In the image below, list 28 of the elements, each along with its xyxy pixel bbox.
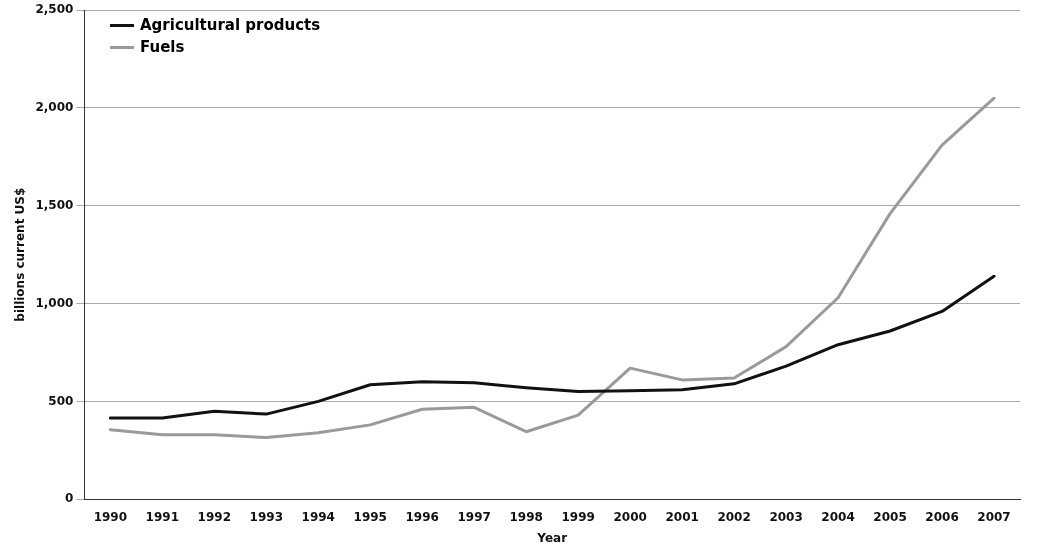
x-tick-label: 2004 [821,509,855,524]
y-tick-label: 500 [48,393,74,408]
x-tick-label: 1992 [197,509,232,524]
x-tick-label: 2005 [873,509,907,524]
x-tick-label: 1996 [405,509,439,524]
y-axis-title: billions current US$ [13,187,28,322]
y-tick-label: 1,500 [35,197,74,212]
x-tick-label: 1995 [353,509,387,524]
x-tick-label: 1991 [145,509,180,524]
x-tick-label: 2007 [977,509,1011,524]
x-tick-label: 2002 [717,509,751,524]
x-tick-label: 2001 [665,509,699,524]
y-tick-label: 1,000 [35,295,74,310]
x-tick-label: 1999 [561,509,595,524]
x-tick-label: 1998 [509,509,543,524]
x-tick-label: 1993 [249,509,283,524]
legend-label: Fuels [140,38,185,56]
y-tick-label: 2,500 [35,2,74,17]
x-tick-label: 2003 [769,509,803,524]
legend-label: Agricultural products [140,16,321,34]
x-tick-label: 1997 [457,509,491,524]
x-tick-label: 2006 [925,509,959,524]
x-tick-label: 2000 [613,509,647,524]
x-tick-label: 1994 [301,509,335,524]
x-axis-title: Year [536,530,568,545]
y-tick-label: 2,000 [35,100,74,115]
y-tick-label: 0 [65,491,74,506]
x-tick-label: 1990 [93,509,128,524]
